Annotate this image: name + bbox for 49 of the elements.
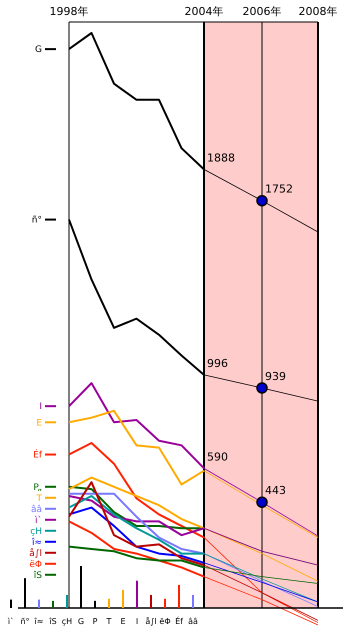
legend-label: E [36, 418, 42, 428]
bar [66, 594, 68, 608]
legend-label: î≈ [30, 536, 42, 548]
legend-label: G [35, 45, 42, 56]
bar [192, 594, 194, 608]
x-tick-label: ñ° [20, 617, 30, 626]
x-tick-label: 2008年 [298, 5, 338, 18]
legend-label: îS [32, 570, 42, 581]
x-tick-label: î≈ [34, 617, 44, 626]
x-tick-label: P [92, 617, 98, 626]
legend-label: å∫l [29, 548, 42, 559]
bar [52, 600, 54, 608]
bar [122, 590, 124, 608]
legend-label: I [39, 402, 42, 412]
x-tick-label: 1998年 [50, 5, 88, 18]
x-tick-label: 2004年 [184, 5, 224, 18]
x-tick-label: Éf [175, 616, 184, 626]
bar [164, 598, 166, 608]
x-tick-label: T [106, 617, 112, 626]
x-tick-label: 2006年 [242, 5, 282, 18]
legend-label: P„ [33, 482, 42, 493]
bar [38, 600, 40, 608]
legend-label: çH [30, 526, 42, 537]
x-tick-label: ì` [6, 617, 14, 626]
legend-label: ì` [34, 514, 42, 526]
bar [10, 600, 12, 608]
bar [150, 594, 152, 608]
x-tick-label: E [120, 617, 126, 626]
legend-label: ëΦ [29, 560, 42, 570]
x-tick-label: å∫l [145, 616, 157, 626]
data-label: 1888 [207, 151, 235, 164]
data-label: 996 [207, 356, 228, 370]
legend-label: ââ [30, 504, 42, 515]
x-tick-label: ëΦ [159, 617, 171, 626]
legend-label: ñ° [32, 216, 42, 226]
data-label: 590 [207, 450, 228, 464]
data-label: 443 [265, 484, 286, 498]
x-tick-label: ââ [188, 617, 198, 626]
x-tick-label: G [78, 617, 84, 626]
data-label: 1752 [265, 182, 293, 196]
bar [178, 584, 180, 608]
x-tick-label: I [136, 617, 138, 626]
bar [136, 580, 138, 608]
x-tick-label: çH [62, 617, 72, 626]
legend-label: Éf [33, 448, 43, 461]
legend-label: T [36, 494, 42, 504]
data-label: 939 [265, 370, 286, 383]
bar [108, 598, 110, 608]
x-tick-label: îS [48, 617, 57, 626]
